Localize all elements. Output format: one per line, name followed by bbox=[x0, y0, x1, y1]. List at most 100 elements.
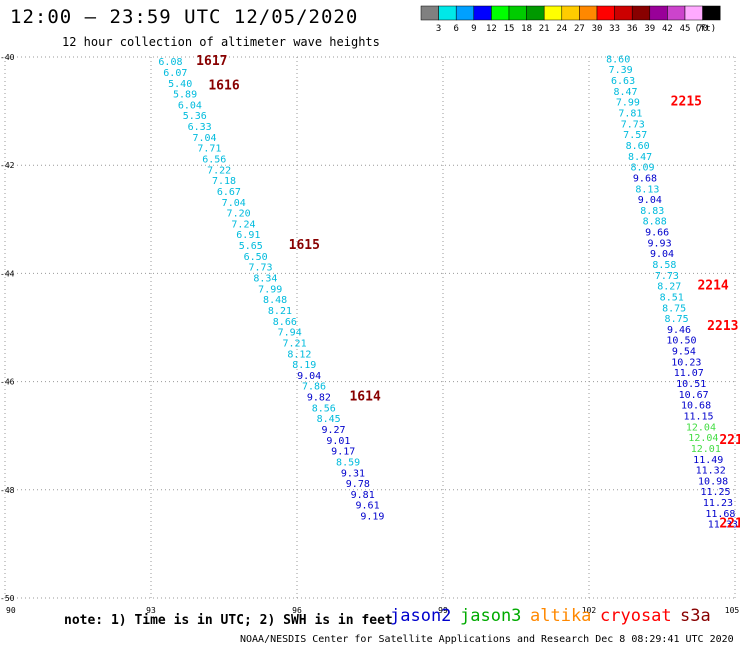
wave-height-value: 9.04 bbox=[297, 371, 321, 382]
wave-height-value: 8.56 bbox=[312, 403, 336, 414]
legend-label: 45 bbox=[680, 24, 691, 34]
wave-height-value: 7.04 bbox=[192, 133, 216, 144]
lat-tick-label: -40 bbox=[0, 53, 15, 62]
wave-height-value: 7.99 bbox=[616, 98, 640, 109]
wave-height-value: 9.27 bbox=[321, 425, 345, 436]
pass-time-label: 2213 bbox=[707, 319, 738, 334]
wave-height-value: 8.60 bbox=[606, 54, 630, 65]
lon-tick-label: 90 bbox=[6, 606, 16, 615]
legend-swatch bbox=[684, 5, 703, 21]
legend-swatch bbox=[561, 5, 580, 21]
legend-unit: (ft) bbox=[695, 24, 717, 34]
wave-height-value: 11.25 bbox=[700, 487, 730, 498]
legend-label: 30 bbox=[592, 24, 603, 34]
wave-height-value: 9.46 bbox=[667, 325, 691, 336]
legend-swatch bbox=[702, 5, 721, 21]
wave-height-value: 12.01 bbox=[691, 444, 721, 455]
legend-label: 6 bbox=[453, 24, 458, 34]
pass-time-label: 1617 bbox=[196, 54, 227, 69]
legend-swatch bbox=[526, 5, 545, 21]
wave-height-value: 6.04 bbox=[178, 100, 202, 111]
wave-height-value: 7.99 bbox=[258, 284, 282, 295]
wave-height-value: 8.88 bbox=[643, 217, 667, 228]
wave-height-value: 8.13 bbox=[635, 184, 659, 195]
wave-height-value: 8.75 bbox=[665, 314, 689, 325]
lon-tick-label: 102 bbox=[582, 606, 597, 615]
wave-height-value: 9.17 bbox=[331, 447, 355, 458]
legend-swatch bbox=[543, 5, 563, 21]
wave-height-value: 5.36 bbox=[183, 111, 207, 122]
wave-height-value: 12.04 bbox=[686, 422, 716, 433]
pass-time-label: 1616 bbox=[208, 78, 239, 93]
wave-height-value: 7.18 bbox=[212, 176, 236, 187]
legend-swatch bbox=[420, 5, 439, 21]
wave-height-value: 7.21 bbox=[283, 338, 307, 349]
wave-height-value: 8.12 bbox=[287, 349, 311, 360]
lat-tick-label: -46 bbox=[0, 378, 15, 387]
page-title: 12:00 – 23:59 UTC 12/05/2020 bbox=[10, 6, 359, 28]
wave-height-value: 9.78 bbox=[346, 479, 370, 490]
wave-height-value: 8.83 bbox=[640, 206, 664, 217]
legend-label: 12 bbox=[486, 24, 497, 34]
legend-swatch bbox=[649, 5, 668, 21]
legend-label: 15 bbox=[504, 24, 515, 34]
wave-height-value: 11.49 bbox=[693, 455, 723, 466]
legend-swatch bbox=[579, 5, 598, 21]
legend-label: 36 bbox=[627, 24, 638, 34]
wave-height-value: 11.15 bbox=[683, 411, 713, 422]
legend-label: 24 bbox=[556, 24, 567, 34]
wave-height-value: 9.19 bbox=[360, 512, 384, 523]
wave-height-value: 9.54 bbox=[672, 347, 696, 358]
wave-height-value: 6.07 bbox=[163, 68, 187, 79]
wave-height-value: 7.22 bbox=[207, 165, 231, 176]
wave-height-value: 8.60 bbox=[626, 141, 650, 152]
wave-height-value: 6.63 bbox=[611, 76, 635, 87]
wave-height-value: 8.27 bbox=[657, 282, 681, 293]
wave-height-value: 6.67 bbox=[217, 187, 241, 198]
wave-height-value: 9.04 bbox=[638, 195, 662, 206]
lat-tick-label: -50 bbox=[0, 594, 15, 603]
wave-height-value: 7.71 bbox=[197, 144, 221, 155]
legend-label: 39 bbox=[644, 24, 655, 34]
lon-tick-label: 93 bbox=[146, 606, 156, 615]
legend-label: 18 bbox=[521, 24, 532, 34]
wave-height-value: 8.48 bbox=[263, 295, 287, 306]
wave-height-value: 7.73 bbox=[621, 119, 645, 130]
legend-label: 27 bbox=[574, 24, 585, 34]
legend-swatch bbox=[667, 5, 686, 21]
lon-tick-label: 99 bbox=[438, 606, 448, 615]
wave-height-value: 9.68 bbox=[633, 173, 657, 184]
satellite-label-jason3: jason3 bbox=[460, 606, 522, 626]
wave-height-value: 11.68 bbox=[705, 509, 735, 520]
wave-height-value: 9.01 bbox=[326, 436, 350, 447]
legend-swatch bbox=[614, 5, 633, 21]
wave-height-value: 8.09 bbox=[630, 163, 654, 174]
wave-height-value: 7.20 bbox=[227, 209, 251, 220]
legend-label: 70 bbox=[697, 24, 708, 34]
wave-height-value: 9.04 bbox=[650, 249, 674, 260]
legend-swatch bbox=[455, 5, 475, 21]
wave-height-value: 7.24 bbox=[231, 219, 255, 230]
wave-height-value: 9.93 bbox=[648, 238, 672, 249]
satellite-label-s3a: s3a bbox=[680, 606, 711, 626]
wave-height-value: 6.50 bbox=[244, 252, 268, 263]
page-subtitle: 12 hour collection of altimeter wave hei… bbox=[62, 35, 380, 49]
wave-height-value: 9.66 bbox=[645, 228, 669, 239]
pass-time-label: 2214 bbox=[697, 279, 728, 294]
wave-height-value: 8.19 bbox=[292, 360, 316, 371]
footer-credit: NOAA/NESDIS Center for Satellite Applica… bbox=[240, 634, 734, 645]
lon-tick-label: 96 bbox=[292, 606, 302, 615]
wave-height-value: 11.23 bbox=[703, 498, 733, 509]
legend-label: 21 bbox=[539, 24, 550, 34]
wave-height-value: 8.21 bbox=[268, 306, 292, 317]
pass-time-label: 1614 bbox=[349, 390, 380, 405]
legend-swatch bbox=[596, 5, 615, 21]
wave-height-value: 11.07 bbox=[674, 368, 704, 379]
lon-tick-label: 105 bbox=[725, 606, 740, 615]
wave-height-value: 7.86 bbox=[302, 382, 326, 393]
wave-height-value: 10.23 bbox=[671, 357, 701, 368]
wave-height-value: 8.45 bbox=[317, 414, 341, 425]
legend-swatch bbox=[438, 5, 457, 21]
